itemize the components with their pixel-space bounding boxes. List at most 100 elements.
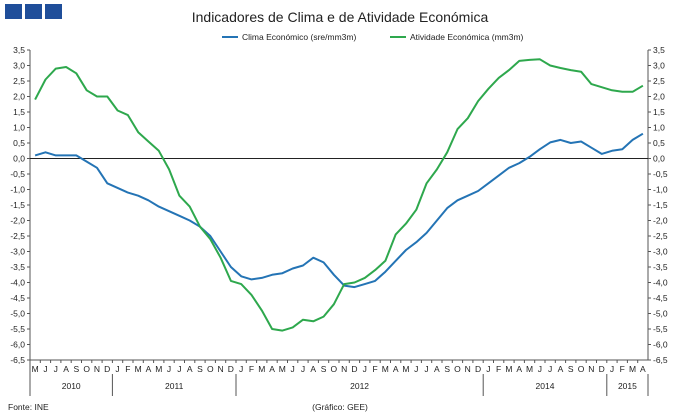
y-tick-label-left: -4,0 [10, 278, 25, 288]
y-tick-label-left: 1,5 [13, 107, 25, 117]
x-tick-label: D [104, 364, 110, 374]
x-tick-label: N [217, 364, 223, 374]
x-tick-label: M [382, 364, 389, 374]
x-tick-label: N [588, 364, 594, 374]
y-tick-label-left: -3,5 [10, 262, 25, 272]
x-tick-label: J [548, 364, 552, 374]
y-tick-label-left: -4,5 [10, 293, 25, 303]
x-tick-label: F [496, 364, 501, 374]
x-tick-label: N [341, 364, 347, 374]
y-tick-label-right: -1,0 [653, 185, 668, 195]
x-tick-label: J [177, 364, 181, 374]
year-label: 2012 [350, 381, 369, 391]
x-tick-label: O [578, 364, 585, 374]
footer-credit: (Gráfico: GEE) [312, 402, 368, 412]
x-tick-label: J [301, 364, 305, 374]
y-tick-label-left: -6,5 [10, 355, 25, 365]
x-tick-label: J [115, 364, 119, 374]
x-tick-label: O [331, 364, 338, 374]
x-tick-label: J [538, 364, 542, 374]
y-tick-label-left: -5,0 [10, 309, 25, 319]
series-atividade-line [34, 58, 644, 332]
y-tick-label-right: -6,0 [653, 340, 668, 350]
x-tick-label: A [640, 364, 646, 374]
x-tick-label: N [94, 364, 100, 374]
x-tick-label: M [402, 364, 409, 374]
x-tick-label: J [414, 364, 418, 374]
x-tick-label: F [125, 364, 130, 374]
y-tick-label-left: 2,5 [13, 76, 25, 86]
x-tick-label: J [167, 364, 171, 374]
x-tick-label: A [393, 364, 399, 374]
x-tick-label: S [74, 364, 80, 374]
x-tick-label: A [516, 364, 522, 374]
x-tick-label: D [228, 364, 234, 374]
y-tick-label-left: 0,0 [13, 154, 25, 164]
x-tick-label: A [63, 364, 69, 374]
y-tick-label-left: 2,0 [13, 92, 25, 102]
x-tick-label: F [249, 364, 254, 374]
y-tick-label-right: -3,5 [653, 262, 668, 272]
series-clima-line [34, 132, 644, 289]
x-tick-label: A [269, 364, 275, 374]
series-lines [34, 58, 644, 332]
y-tick-label-right: -5,5 [653, 324, 668, 334]
y-tick-label-right: -4,5 [653, 293, 668, 303]
footer-source: Fonte: INE [8, 402, 49, 412]
y-tick-label-right: 3,0 [653, 61, 665, 71]
y-tick-label-right: -1,5 [653, 200, 668, 210]
x-tick-label: M [258, 364, 265, 374]
x-tick-label: A [187, 364, 193, 374]
year-label: 2015 [618, 381, 637, 391]
y-tick-label-right: -0,5 [653, 169, 668, 179]
x-tick-label: J [54, 364, 58, 374]
logo-block-1 [5, 4, 22, 19]
y-tick-label-left: -2,5 [10, 231, 25, 241]
x-tick-label: O [454, 364, 461, 374]
x-tick-label: S [444, 364, 450, 374]
y-tick-label-left: -3,0 [10, 247, 25, 257]
x-tick-label: M [32, 364, 39, 374]
x-tick-label: J [424, 364, 428, 374]
x-tick-label: S [568, 364, 574, 374]
legend-label: Atividade Económica (mm3m) [410, 32, 524, 42]
x-tick-label: A [146, 364, 152, 374]
year-label: 2011 [165, 381, 184, 391]
x-tick-label: M [526, 364, 533, 374]
x-tick-label: N [465, 364, 471, 374]
plot-area: 3,5 3,5 3,0 3,0 2,5 2,5 2,0 2,0 1,5 1,5 1,0 1,0 0,5 0… [10, 45, 668, 365]
y-tick-label-right: 1,5 [653, 107, 665, 117]
y-tick-label-right: -3,0 [653, 247, 668, 257]
legend-label: Clima Económico (sre/mm3m) [242, 32, 356, 42]
x-tick-label: D [475, 364, 481, 374]
y-tick-label-left: -1,0 [10, 185, 25, 195]
x-tick-label: F [372, 364, 377, 374]
y-tick-label-left: -2,0 [10, 216, 25, 226]
x-tick-label: D [599, 364, 605, 374]
y-tick-label-right: -2,0 [653, 216, 668, 226]
x-tick-label: A [434, 364, 440, 374]
chart-title: Indicadores de Clima e de Atividade Econ… [192, 9, 489, 25]
x-tick-label: O [207, 364, 214, 374]
y-tick-label-right: 2,5 [653, 76, 665, 86]
y-tick-label-left: -5,5 [10, 324, 25, 334]
x-tick-label: O [83, 364, 90, 374]
x-tick-label: M [155, 364, 162, 374]
y-tick-label-left: 1,0 [13, 123, 25, 133]
y-tick-label-left: -0,5 [10, 169, 25, 179]
y-tick-label-right: 3,5 [653, 45, 665, 55]
x-tick-label: F [620, 364, 625, 374]
x-tick-label: J [291, 364, 295, 374]
y-tick-label-right: -6,5 [653, 355, 668, 365]
logo-block-3 [45, 4, 62, 19]
legend: Clima Económico (sre/mm3m) Atividade Econ… [222, 32, 524, 42]
x-tick-label: M [505, 364, 512, 374]
logo-block-2 [25, 4, 42, 19]
x-tick-label: M [279, 364, 286, 374]
y-tick-label-left: -6,0 [10, 340, 25, 350]
x-tick-label: J [610, 364, 614, 374]
x-tick-label: J [43, 364, 47, 374]
y-tick-label-right: -2,5 [653, 231, 668, 241]
x-tick-label: S [197, 364, 203, 374]
